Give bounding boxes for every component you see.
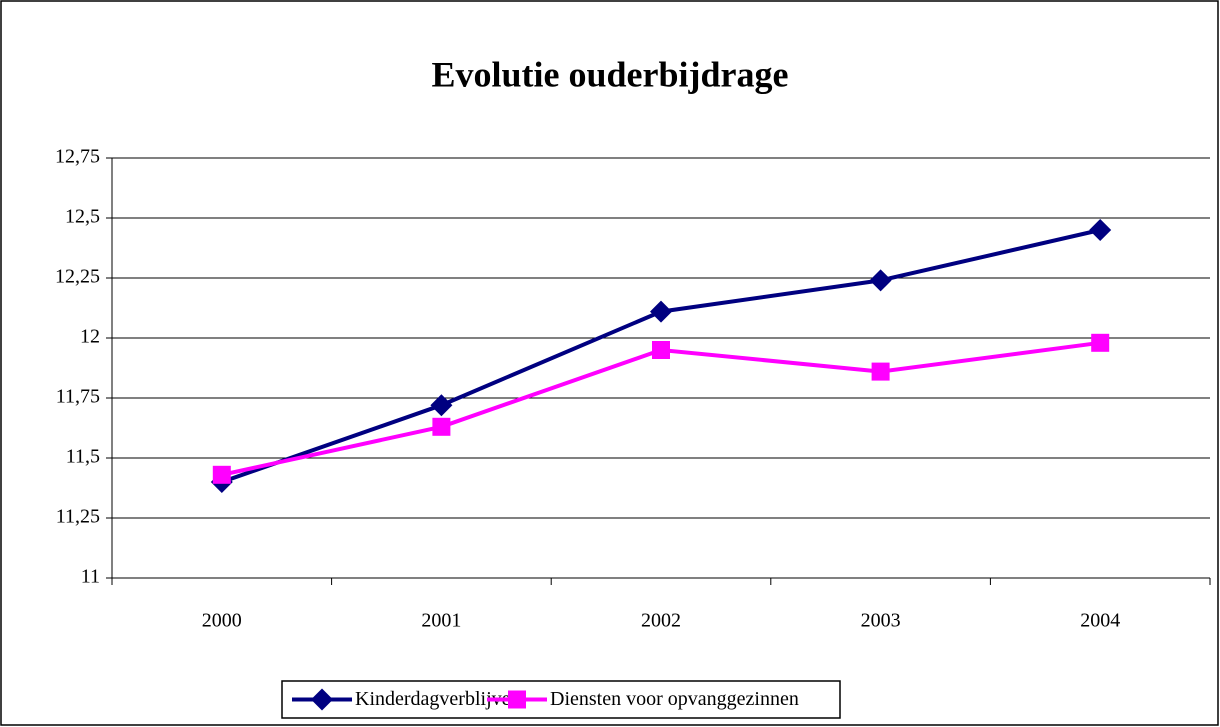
y-tick-label: 12 — [80, 326, 100, 348]
marker — [1089, 219, 1112, 241]
x-tick-label: 2002 — [641, 610, 681, 632]
legend-label: Diensten voor opvanggezinnen — [550, 688, 799, 710]
marker — [212, 465, 231, 484]
y-tick-label: 12,5 — [65, 206, 100, 228]
x-tick-label: 2004 — [1080, 610, 1120, 632]
marker — [432, 417, 451, 436]
x-tick-label: 2000 — [202, 610, 242, 632]
legend — [281, 680, 841, 719]
chart-title: Evolutie ouderbijdrage — [432, 54, 789, 94]
y-tick-label: 11,75 — [56, 386, 100, 408]
marker — [869, 269, 892, 292]
marker — [650, 300, 672, 323]
x-tick-label: 2001 — [421, 610, 461, 632]
y-tick-label: 11 — [81, 566, 100, 588]
y-tick-label: 12,75 — [55, 146, 100, 168]
marker — [430, 394, 453, 417]
marker — [652, 341, 670, 359]
y-tick-label: 11,25 — [56, 506, 100, 528]
marker — [871, 362, 890, 381]
legend-marker — [311, 688, 333, 711]
y-tick-label: 12,25 — [55, 266, 100, 288]
legend-label: Kinderdagverblijven — [355, 688, 521, 710]
marker — [1091, 333, 1110, 352]
x-tick-label: 2003 — [861, 610, 901, 632]
y-tick-label: 11,5 — [66, 446, 100, 468]
legend-marker — [508, 690, 526, 709]
